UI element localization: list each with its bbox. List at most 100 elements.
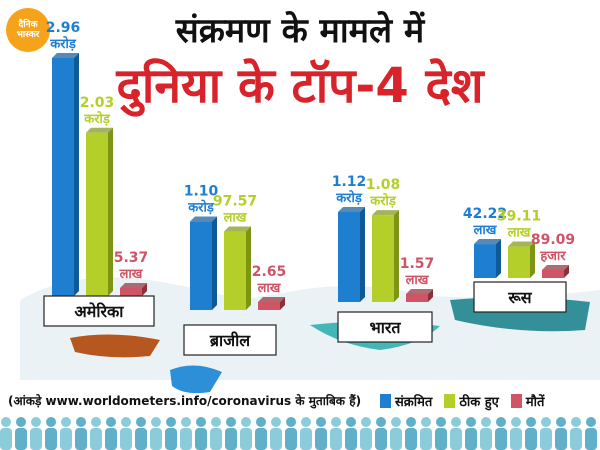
crowd-body <box>0 428 12 450</box>
crowd-head <box>391 417 401 427</box>
chart-title-line1: संक्रमण के मामले में <box>175 11 425 51</box>
crowd-body <box>525 428 537 450</box>
data-label-value-2-0: 5.37 <box>114 250 149 266</box>
logo-line1: दैनिक <box>18 20 38 30</box>
data-label-unit-1-2: करोड़ <box>369 193 397 209</box>
data-label-value-0-0: 2.96 <box>46 20 81 36</box>
crowd-head <box>241 417 251 427</box>
country-label-box-3 <box>473 281 567 313</box>
crowd-head <box>16 417 26 427</box>
map-brazil <box>170 365 222 394</box>
country-label-box-0 <box>43 295 155 327</box>
data-label-unit-2-3: हजार <box>539 249 566 264</box>
crowd-head <box>31 417 41 427</box>
data-label-unit-2-2: लाख <box>405 273 430 288</box>
category-label-0: अमेरिका <box>75 302 125 321</box>
legend-label-recovered: ठीक हुए <box>459 395 499 410</box>
crowd-body <box>540 428 552 450</box>
data-label-unit-0-1: करोड़ <box>187 200 215 216</box>
crowd-head <box>511 417 521 427</box>
crowd-body <box>150 428 162 450</box>
crowd-body <box>225 428 237 450</box>
crowd-head <box>181 417 191 427</box>
crowd-body <box>255 428 267 450</box>
crowd-head <box>571 417 581 427</box>
bar-side-1-2 <box>394 210 399 302</box>
data-label-unit-0-2: करोड़ <box>335 190 363 206</box>
bar-top-2-0 <box>120 283 147 288</box>
crowd-body <box>405 428 417 450</box>
bar-side-2-2 <box>428 289 433 302</box>
crowd-head <box>166 417 176 427</box>
crowd-head <box>466 417 476 427</box>
bar-1-3 <box>508 246 530 278</box>
crowd-head <box>496 417 506 427</box>
crowd-head <box>346 417 356 427</box>
crowd-head <box>1 417 11 427</box>
crowd-body <box>15 428 27 450</box>
crowd-body <box>180 428 192 450</box>
bar-2-3 <box>542 270 564 278</box>
crowd-head <box>421 417 431 427</box>
crowd-body <box>195 428 207 450</box>
bar-0-1 <box>190 221 212 310</box>
bar-2-0 <box>120 288 142 296</box>
legend-swatch-infected <box>380 394 391 408</box>
bar-top-0-3 <box>474 239 501 245</box>
bar-top-0-0 <box>52 53 79 58</box>
country-label-box-2 <box>337 311 433 343</box>
bar-side-2-1 <box>280 297 285 310</box>
bar-1-0 <box>86 132 108 296</box>
data-label-unit-0-0: करोड़ <box>49 36 77 52</box>
data-label-unit-1-0: करोड़ <box>83 111 111 127</box>
crowd-illustration <box>0 417 597 450</box>
bar-side-1-1 <box>246 226 251 310</box>
crowd-head <box>91 417 101 427</box>
crowd-head <box>46 417 56 427</box>
bar-top-2-2 <box>406 289 433 294</box>
bar-side-0-1 <box>212 216 217 310</box>
crowd-body <box>480 428 492 450</box>
data-label-value-2-3: 89.09 <box>531 232 575 248</box>
bar-1-2 <box>372 215 394 302</box>
crowd-body <box>90 428 102 450</box>
crowd-body <box>120 428 132 450</box>
bar-top-2-1 <box>258 297 285 302</box>
crowd-body <box>285 428 297 450</box>
crowd-head <box>331 417 341 427</box>
crowd-head <box>481 417 491 427</box>
data-label-value-0-3: 42.22 <box>463 206 507 222</box>
crowd-body <box>75 428 87 450</box>
crowd-body <box>555 428 567 450</box>
bar-top-1-2 <box>372 210 399 216</box>
logo-line2: भास्कर <box>16 30 40 40</box>
category-label-2: भारत <box>369 318 401 337</box>
crowd-head <box>121 417 131 427</box>
crowd-body <box>435 428 447 450</box>
crowd-body <box>135 428 147 450</box>
data-label-value-0-2: 1.12 <box>332 174 367 190</box>
bar-side-0-3 <box>496 239 501 278</box>
legend-item-infected: संक्रमित <box>380 392 432 410</box>
crowd-body <box>375 428 387 450</box>
bar-2-2 <box>406 294 428 302</box>
bar-side-0-2 <box>360 206 365 302</box>
bar-top-0-1 <box>190 216 217 222</box>
crowd-body <box>585 428 597 450</box>
bar-side-2-0 <box>142 283 147 296</box>
crowd-body <box>60 428 72 450</box>
crowd-body <box>570 428 582 450</box>
legend-swatch-deaths <box>510 394 522 408</box>
bar-top-2-3 <box>542 265 569 270</box>
crowd-head <box>271 417 281 427</box>
bar-top-1-1 <box>224 226 251 232</box>
crowd-head <box>436 417 446 427</box>
crowd-head <box>61 417 71 427</box>
legend: संक्रमित ठीक हुए मौतें <box>380 392 544 410</box>
bar-side-1-0 <box>108 127 113 296</box>
crowd-head <box>406 417 416 427</box>
data-label-value-2-2: 1.57 <box>400 256 435 272</box>
legend-label-infected: संक्रमित <box>395 395 433 410</box>
bar-0-0 <box>52 58 74 296</box>
